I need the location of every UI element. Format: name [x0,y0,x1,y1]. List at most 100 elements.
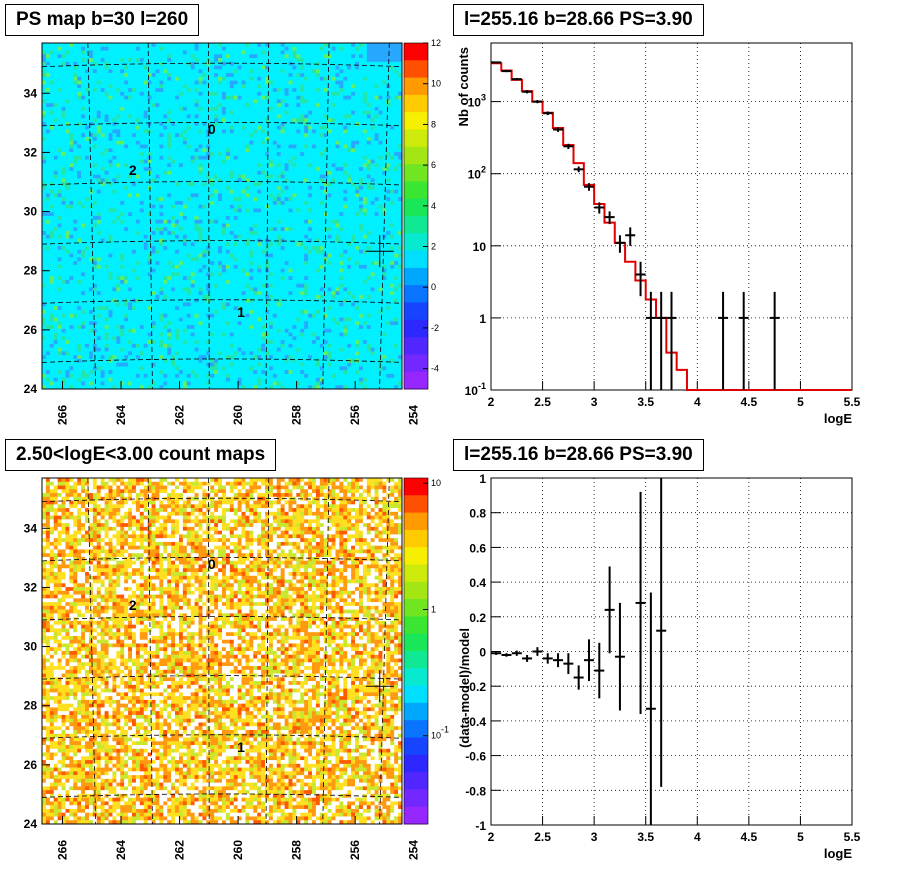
heatmap-cell [222,298,227,303]
heatmap-cell [96,110,101,115]
heatmap-cell [229,167,235,172]
heatmap-cell [92,182,98,187]
heatmap-cell [206,208,211,213]
heatmap-cell [96,84,101,89]
heatmap-cell [175,174,180,179]
heatmap-cell [49,148,55,153]
heatmap-cell [116,343,121,348]
heatmap-cell [108,125,113,130]
heatmap-cell [61,231,66,236]
heatmap-cell [253,88,258,93]
heatmap-cell [249,306,254,311]
heatmap-cell [241,253,246,258]
heatmap-cell [100,140,105,145]
heatmap-cell [167,231,172,236]
heatmap-cell [222,313,227,318]
heatmap-cell [104,355,109,360]
heatmap-cell [143,200,148,206]
heatmap-cell [210,61,215,66]
heatmap-cell [155,317,160,322]
heatmap-cell [210,54,215,59]
heatmap-cell [171,343,176,348]
heatmap-cell [45,272,51,277]
heatmap-cell [88,216,94,221]
heatmap-cell [155,227,160,232]
heatmap-cell [237,291,242,296]
heatmap-cell [159,174,164,179]
heatmap-cell [124,234,129,239]
heatmap-cell [116,54,121,59]
heatmap-cell [249,144,254,149]
heatmap-cell [147,118,152,123]
heatmap-cell [210,95,215,100]
heatmap-cell [214,362,219,367]
heatmap-cell [159,362,164,367]
heatmap-cell [85,121,90,127]
heatmap-cell [42,246,47,251]
heatmap-cell [92,287,98,292]
heatmap-cell [65,43,70,48]
heatmap-cell [77,355,82,360]
heatmap-cell [104,208,109,213]
heatmap-cell [65,306,70,311]
heatmap-cell [112,283,117,288]
heatmap-cell [88,246,94,251]
heatmap-cell [65,167,70,172]
heatmap-cell [132,317,137,322]
heatmap-cell [151,99,156,104]
heatmap-cell [42,43,47,48]
heatmap-cell [175,242,180,247]
heatmap-cell [151,351,156,356]
heatmap-cell [245,238,250,243]
heatmap-cell [100,50,105,55]
heatmap-cell [198,242,203,247]
heatmap-cell [65,137,70,142]
heatmap-cell [132,91,137,96]
heatmap-cell [135,279,141,284]
heatmap-cell [218,343,223,348]
heatmap-cell [210,152,215,157]
heatmap-cell [116,223,121,228]
heatmap-cell [206,144,211,149]
heatmap-cell [194,279,199,284]
heatmap-cell [135,249,141,254]
heatmap-cell [73,238,78,243]
heatmap-cell [128,189,133,194]
heatmap-cell [163,88,168,93]
heatmap-cell [100,110,105,115]
heatmap-cell [167,381,172,386]
heatmap-cell [249,148,254,153]
heatmap-cell [42,99,47,104]
heatmap-cell [53,358,58,363]
heatmap-cell [198,125,203,130]
heatmap-cell [69,332,74,337]
heatmap-cell [249,231,254,236]
heatmap-cell [163,298,168,303]
heatmap-cell [135,73,141,78]
heatmap-cell [135,328,141,333]
heatmap-cell [241,189,246,194]
heatmap-cell [167,193,172,198]
heatmap-cell [88,50,94,55]
heatmap-cell [206,336,211,341]
heatmap-cell [155,114,160,119]
heatmap-cell [120,91,125,96]
heatmap-cell [61,159,66,164]
heatmap-cell [139,163,145,168]
heatmap-cell [139,167,145,172]
heatmap-cell [73,140,78,145]
heatmap-cell [73,366,78,371]
heatmap-cell [49,336,55,341]
heatmap-cell [233,121,238,127]
heatmap-cell [77,242,82,247]
heatmap-cell [159,276,164,281]
heatmap-cell [112,50,117,55]
heatmap-cell [132,373,137,379]
heatmap-cell [190,95,195,100]
heatmap-cell [69,73,74,78]
heatmap-cell [73,249,78,254]
heatmap-cell [73,137,78,142]
heatmap-cell [112,125,117,130]
heatmap-cell [116,91,121,96]
heatmap-cell [237,377,242,382]
